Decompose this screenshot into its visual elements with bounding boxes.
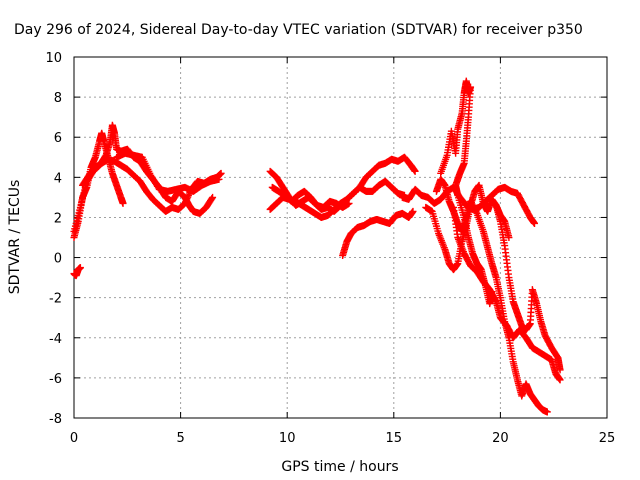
data-point (472, 208, 480, 216)
data-point (182, 198, 190, 206)
series-trace-n (449, 203, 564, 384)
x-tick-label: 25 (599, 431, 616, 446)
data-point (119, 199, 127, 207)
data-point (208, 195, 216, 203)
chart-title: Day 296 of 2024, Sidereal Day-to-day VTE… (14, 22, 583, 38)
y-tick-label: 2 (54, 211, 62, 226)
series-trace-o (492, 201, 564, 374)
data-point (531, 219, 539, 227)
x-axis-label: GPS time / hours (281, 459, 398, 475)
data-point (409, 207, 417, 215)
series-trace-i (339, 207, 417, 260)
y-tick-label: 0 (54, 252, 62, 267)
data-points (70, 77, 564, 416)
y-tick-label: 4 (54, 171, 62, 186)
grid-lines (74, 57, 607, 418)
series-trace-g (266, 177, 408, 221)
data-point (181, 199, 189, 207)
y-tick-label: -8 (49, 412, 62, 427)
data-point (76, 264, 84, 272)
y-tick-label: -2 (49, 292, 62, 307)
y-tick-label: -4 (49, 332, 62, 347)
x-tick-label: 5 (176, 431, 184, 446)
x-tick-label: 0 (70, 431, 78, 446)
tick-marks (73, 56, 608, 419)
y-axis-label: SDTVAR / TECUs (7, 180, 23, 295)
data-point (345, 199, 353, 207)
plot-frame (73, 56, 608, 419)
series-trace-h (268, 183, 353, 211)
y-tick-label: 6 (54, 131, 62, 146)
series-trace-c (70, 121, 217, 235)
data-point (184, 193, 192, 201)
series-trace-l (437, 77, 496, 308)
y-tick-label: -6 (49, 372, 62, 387)
data-point (543, 408, 551, 416)
y-tick-label: 8 (54, 91, 62, 106)
tick-labels: 0 5 10 15 20 25 -8 -6 -4 -2 0 2 4 6 8 10 (45, 51, 615, 446)
data-point (217, 169, 225, 177)
x-tick-label: 20 (492, 431, 509, 446)
x-tick-label: 10 (279, 431, 296, 446)
data-point (556, 366, 564, 374)
data-point (215, 175, 223, 183)
data-point (209, 193, 217, 201)
y-tick-label: 10 (45, 51, 62, 66)
series-trace-e (113, 149, 223, 195)
data-point (491, 296, 499, 304)
data-point (556, 376, 564, 384)
data-point (184, 192, 192, 200)
data-point (183, 195, 191, 203)
data-point (182, 196, 190, 204)
data-point (411, 167, 419, 175)
x-tick-label: 15 (386, 431, 403, 446)
series-trace-a (70, 264, 84, 280)
